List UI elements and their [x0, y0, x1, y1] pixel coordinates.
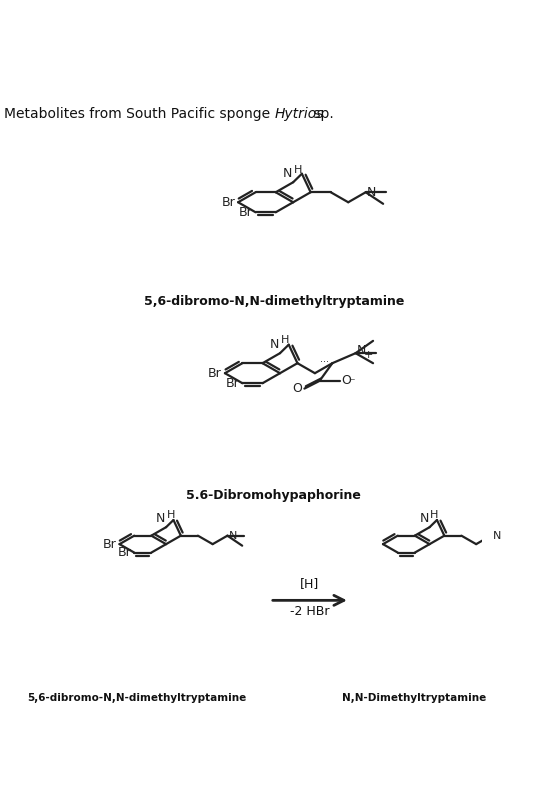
Text: Br: Br: [239, 206, 253, 218]
Text: N: N: [493, 530, 501, 541]
Text: sp.: sp.: [309, 106, 333, 121]
Text: Hytrios: Hytrios: [274, 106, 324, 121]
Text: 5.6-Dibromohypaphorine: 5.6-Dibromohypaphorine: [186, 489, 361, 502]
Text: 5,6-dibromo-N,N-dimethyltryptamine: 5,6-dibromo-N,N-dimethyltryptamine: [143, 294, 404, 308]
Text: [H]: [H]: [300, 577, 319, 590]
Text: Br: Br: [117, 546, 131, 559]
Text: ⁻: ⁻: [348, 377, 355, 390]
Text: N: N: [283, 167, 293, 180]
Text: H: H: [430, 510, 439, 519]
Text: -2 HBr: -2 HBr: [290, 605, 330, 618]
Text: 5,6-dibromo-N,N-dimethyltryptamine: 5,6-dibromo-N,N-dimethyltryptamine: [27, 693, 246, 702]
Text: ···: ···: [320, 357, 329, 366]
Text: H: H: [281, 335, 289, 346]
Text: Br: Br: [221, 196, 235, 209]
Text: N: N: [156, 512, 165, 525]
Text: N: N: [270, 338, 279, 351]
Text: Br: Br: [226, 377, 239, 390]
Text: H: H: [167, 510, 175, 519]
Text: O: O: [341, 374, 351, 387]
Text: N: N: [356, 344, 366, 357]
Text: N: N: [229, 530, 238, 541]
Text: +: +: [363, 350, 373, 360]
Text: Br: Br: [208, 366, 222, 380]
Text: N: N: [419, 512, 429, 525]
Text: H: H: [294, 165, 302, 174]
Text: N: N: [367, 186, 377, 198]
Text: O: O: [292, 382, 302, 395]
Text: Br: Br: [103, 538, 117, 550]
Text: Metabolites from South Pacific sponge: Metabolites from South Pacific sponge: [4, 106, 274, 121]
Text: N,N-Dimethyltryptamine: N,N-Dimethyltryptamine: [342, 693, 486, 702]
